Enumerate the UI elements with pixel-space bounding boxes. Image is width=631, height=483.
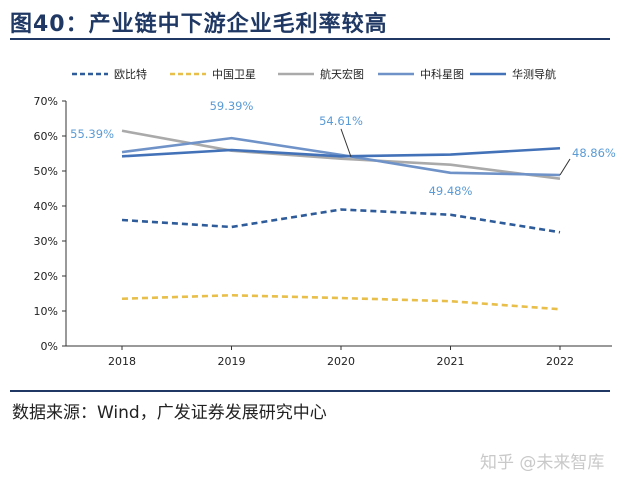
- source-rule: [10, 390, 610, 392]
- y-tick-label: 70%: [34, 95, 58, 108]
- legend-label: 欧比特: [114, 67, 147, 81]
- y-tick-label: 0%: [41, 340, 58, 353]
- chart: 欧比特 中国卫星 航天宏图 中科星图 华测导航 0% 10% 20% 30% 40% 50% 60%…: [34, 67, 616, 368]
- data-label: 48.86%: [572, 146, 616, 160]
- series-line: [121, 146, 561, 158]
- x-axis: 2018 2019 2020 2021 2022: [66, 345, 612, 368]
- x-tick-label: 2022: [546, 355, 574, 368]
- data-label: 59.39%: [210, 99, 254, 113]
- data-label: 49.48%: [429, 184, 473, 198]
- data-label: 54.61%: [319, 114, 363, 128]
- x-tick-label: 2020: [327, 355, 355, 368]
- y-tick-label: 50%: [34, 165, 58, 178]
- legend-label: 航天宏图: [320, 67, 364, 81]
- y-tick-label: 30%: [34, 235, 58, 248]
- x-tick-label: 2019: [218, 355, 246, 368]
- title-rule: [10, 38, 610, 40]
- series-line: [121, 136, 561, 177]
- plot-lines: [121, 129, 561, 311]
- y-tick-label: 60%: [34, 130, 58, 143]
- x-tick-label: 2018: [108, 355, 136, 368]
- figure-title: 图40：产业链中下游企业毛利率较高: [10, 12, 388, 37]
- data-label: 55.39%: [70, 127, 114, 141]
- y-tick-label: 20%: [34, 270, 58, 283]
- legend: 欧比特 中国卫星 航天宏图 中科星图 华测导航: [72, 67, 556, 81]
- series-line: [121, 208, 561, 234]
- watermark: 知乎 @未来智库: [480, 453, 605, 473]
- y-tick-label: 40%: [34, 200, 58, 213]
- data-label-leader: [559, 158, 571, 176]
- legend-label: 中科星图: [420, 67, 464, 81]
- data-labels: 55.39% 59.39% 54.61% 49.48% 48.86%: [70, 99, 616, 198]
- legend-label: 中国卫星: [212, 68, 256, 81]
- legend-label: 华测导航: [512, 67, 556, 81]
- source-note: 数据来源：Wind，广发证券发展研究中心: [12, 403, 327, 423]
- series-line: [121, 293, 561, 311]
- y-axis: 0% 10% 20% 30% 40% 50% 60% 70%: [34, 95, 67, 353]
- x-tick-label: 2021: [437, 355, 465, 368]
- y-tick-label: 10%: [34, 305, 58, 318]
- data-label-leader: [340, 128, 352, 158]
